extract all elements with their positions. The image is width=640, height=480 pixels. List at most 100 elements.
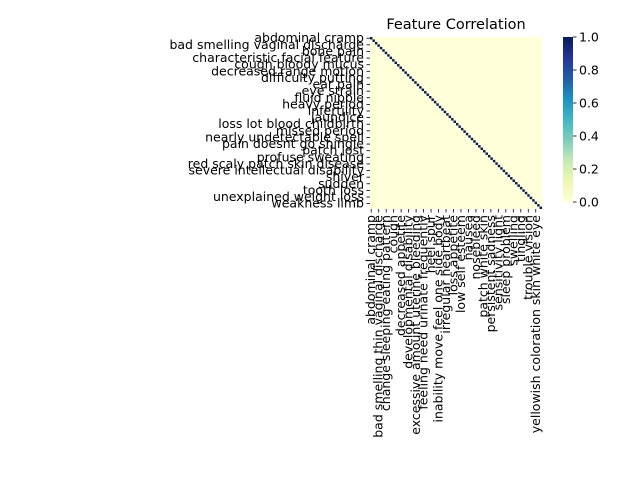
y-tick-label: pain doesnt go shingle	[222, 136, 364, 151]
x-tick-label: developmental disability	[401, 214, 416, 368]
heatmap-cell-diagonal	[483, 150, 486, 153]
y-tick-label: cough bloody mucus	[234, 57, 364, 72]
x-tick-label: low self esteem	[453, 215, 468, 313]
y-tick-label: difficulty putting	[261, 70, 364, 85]
y-tick-label: fluid nipple	[294, 90, 364, 105]
heatmap-cell-diagonal	[480, 147, 484, 151]
heatmap-cell-diagonal	[519, 186, 523, 190]
heatmap-cell-diagonal	[441, 108, 444, 111]
heatmap-cell-diagonal	[470, 137, 474, 141]
heatmap-diagonal	[370, 37, 542, 209]
heatmap-cell-diagonal	[446, 113, 449, 116]
colorbar-tick-label: 0.6	[579, 96, 599, 111]
x-tick-label: bad smelling thin vaginal discharge	[371, 215, 386, 438]
heatmap-cell-diagonal	[374, 41, 378, 45]
y-tick-label: missed period	[276, 123, 364, 138]
heatmap-cell-diagonal	[448, 115, 452, 119]
y-tick-label: patch lost	[302, 143, 364, 158]
colorbar-tick-label: 0.2	[579, 162, 599, 177]
colorbar-tick-label: 0.8	[579, 63, 599, 78]
x-tick-label: feeling need urinate frequently	[416, 214, 431, 409]
heatmap-cell-diagonal	[433, 100, 437, 104]
colorbar-gradient	[563, 37, 573, 202]
heatmap-cell-diagonal	[416, 83, 420, 87]
heatmap-cell-diagonal	[401, 68, 405, 72]
heatmap-cell-diagonal	[534, 201, 538, 205]
heatmap-cell-diagonal	[510, 177, 513, 180]
y-tick-label: decreased range motion	[211, 63, 364, 78]
y-tick-label: weakness limb	[272, 196, 365, 211]
y-tick-label: sudden	[318, 176, 364, 191]
heatmap-cell-diagonal	[384, 51, 388, 55]
heatmap-cell-diagonal	[421, 88, 425, 92]
y-tick-label: infertility	[308, 103, 365, 118]
y-tick-label: bone pain	[302, 43, 364, 58]
heatmap-cell-diagonal	[436, 103, 439, 106]
heatmap-cell-diagonal	[487, 154, 491, 158]
x-tick-label: abdominal cramp	[363, 215, 378, 325]
x-tick-label: patch white skin	[475, 215, 490, 318]
x-tick-label: nausea	[460, 215, 475, 260]
heatmap-cell-diagonal	[424, 91, 427, 94]
x-tick-label: excessive amount uterine bleeding	[408, 215, 423, 435]
x-tick-label: swelling	[505, 215, 520, 266]
y-tick-label: heavy period	[282, 96, 364, 111]
heatmap-cell-diagonal	[537, 204, 540, 207]
y-tick-label: ear pain	[313, 77, 364, 92]
heatmap-cell-diagonal	[492, 159, 496, 163]
heatmap-cell-diagonal	[370, 37, 373, 40]
heatmap-cell-diagonal	[507, 174, 511, 178]
y-tick-label: bad smelling vaginal discharge	[169, 37, 364, 52]
colorbar-ticks: 0.0 0.2 0.4 0.6 0.8 1.0	[573, 30, 599, 210]
heatmap-cell-diagonal	[392, 59, 395, 62]
heatmap-cell-diagonal	[453, 120, 456, 123]
heatmap-cell-diagonal	[527, 194, 530, 197]
heatmap-cell-diagonal	[458, 125, 461, 128]
y-tick-label: nearly undetectable spell	[205, 129, 364, 144]
heatmap-cell-diagonal	[443, 110, 447, 114]
heatmap-cell-diagonal	[473, 140, 476, 143]
x-tick-label: loss appetite	[445, 215, 460, 296]
heatmap-cell-diagonal	[512, 179, 515, 182]
heatmap-cell-diagonal	[419, 86, 422, 89]
heatmap-cell-diagonal	[465, 132, 469, 136]
heatmap-cell-diagonal	[431, 98, 434, 101]
y-tick-label: loss lot blood childbirth	[218, 116, 364, 131]
heatmap-cell-diagonal	[502, 169, 506, 173]
heatmap-cell-diagonal	[397, 64, 400, 67]
heatmap-cell-diagonal	[426, 93, 429, 96]
x-tick-label: change sleeping eating pattern	[378, 215, 393, 411]
y-tick-label: profuse sweating	[257, 149, 364, 164]
heatmap-cell-diagonal	[456, 123, 459, 126]
heatmap-cell-diagonal	[495, 162, 498, 165]
x-tick-label: trouble vision	[520, 215, 535, 300]
colorbar-tick-label: 0.0	[579, 195, 599, 210]
colorbar-tick-label: 0.4	[579, 129, 599, 144]
y-tick-label: eye strain	[302, 83, 364, 98]
y-tick-label: severe intellectual disability	[189, 163, 365, 178]
heatmap-cell-diagonal	[497, 164, 501, 168]
y-tick-label: unexplained weight loss	[213, 189, 364, 204]
chart-title: Feature Correlation	[386, 17, 525, 33]
x-tick-label: cough	[386, 215, 401, 253]
heatmap-cell-diagonal	[522, 189, 525, 192]
heatmap-cell-diagonal	[532, 199, 535, 202]
colorbar: 0.0 0.2 0.4 0.6 0.8 1.0	[563, 30, 599, 210]
heatmap-cell-diagonal	[379, 46, 383, 50]
x-tick-label: irregular heartbeat	[438, 215, 453, 334]
x-tick-label: nosebleed	[468, 215, 483, 280]
y-tick-label: shiver	[326, 169, 365, 184]
y-tick-label: red scaly patch skin disease	[188, 156, 365, 171]
heatmap-cell-diagonal	[389, 56, 393, 60]
colorbar-tick-label: 1.0	[579, 30, 599, 45]
x-tick-label: sleep problem	[498, 215, 513, 304]
heatmap-cell-diagonal	[414, 81, 417, 84]
heatmap-cell-diagonal	[478, 145, 481, 148]
x-tick-label: persistent sadness	[483, 215, 498, 332]
heatmap-cell-diagonal	[399, 66, 402, 69]
x-tick-label: heel spur	[423, 214, 438, 273]
heatmap-cell-diagonal	[468, 135, 471, 138]
x-tick-label: tingling	[513, 215, 528, 262]
